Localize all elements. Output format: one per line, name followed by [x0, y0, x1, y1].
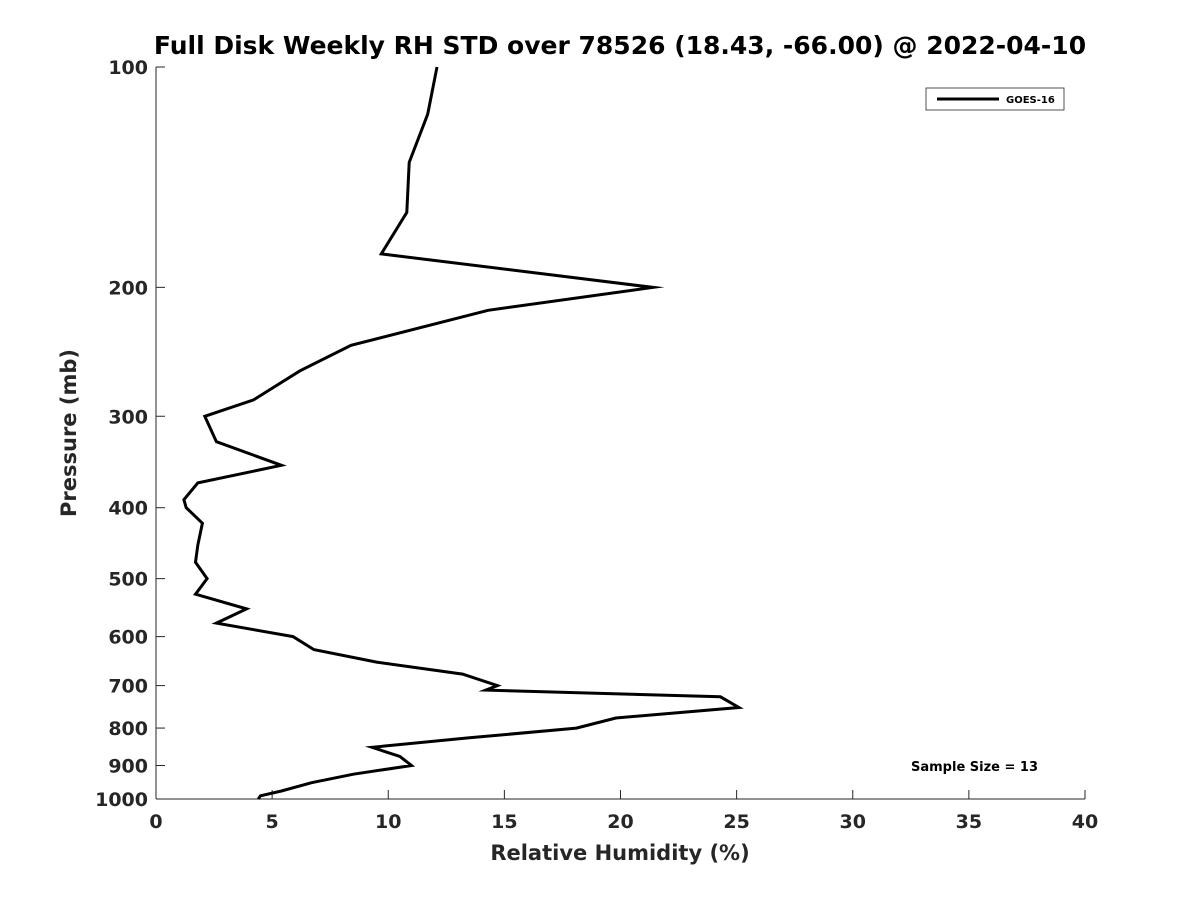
- sample-size-annotation: Sample Size = 13: [911, 760, 1038, 775]
- y-tick-label-200: 200: [108, 277, 148, 299]
- x-tick-label-15: 15: [491, 811, 517, 833]
- x-tick-label-0: 0: [149, 811, 162, 833]
- y-tick-label-500: 500: [108, 569, 148, 591]
- y-axis-label: Pressure (mb): [57, 349, 81, 517]
- x-tick-label-25: 25: [723, 811, 749, 833]
- y-tick-label-100: 100: [108, 57, 148, 79]
- x-tick-label-5: 5: [266, 811, 279, 833]
- x-tick-label-20: 20: [607, 811, 633, 833]
- y-tick-label-900: 900: [108, 756, 148, 778]
- chart-title: Full Disk Weekly RH STD over 78526 (18.4…: [154, 31, 1086, 60]
- x-tick-label-30: 30: [840, 811, 866, 833]
- x-axis-label: Relative Humidity (%): [490, 841, 749, 865]
- plot-area: [156, 67, 1085, 799]
- x-axis-ticks: 0 5 10 15 20 25 30 35 40: [149, 790, 1098, 833]
- x-tick-label-40: 40: [1072, 811, 1098, 833]
- y-tick-label-700: 700: [108, 676, 148, 698]
- legend: GOES-16: [925, 87, 1065, 111]
- x-tick-label-35: 35: [956, 811, 982, 833]
- y-tick-label-400: 400: [108, 498, 148, 520]
- series-layer: [182, 66, 744, 800]
- y-tick-label-800: 800: [108, 718, 148, 740]
- x-tick-label-10: 10: [375, 811, 401, 833]
- y-axis-ticks: 100 200 300 400 500 600 700 800 900 1000: [95, 57, 165, 811]
- legend-label-goes-16: GOES-16: [1006, 95, 1055, 106]
- y-tick-label-600: 600: [108, 627, 148, 649]
- series-line-goes-16: [182, 66, 744, 800]
- y-tick-label-1000: 1000: [95, 789, 148, 811]
- y-tick-label-300: 300: [108, 406, 148, 428]
